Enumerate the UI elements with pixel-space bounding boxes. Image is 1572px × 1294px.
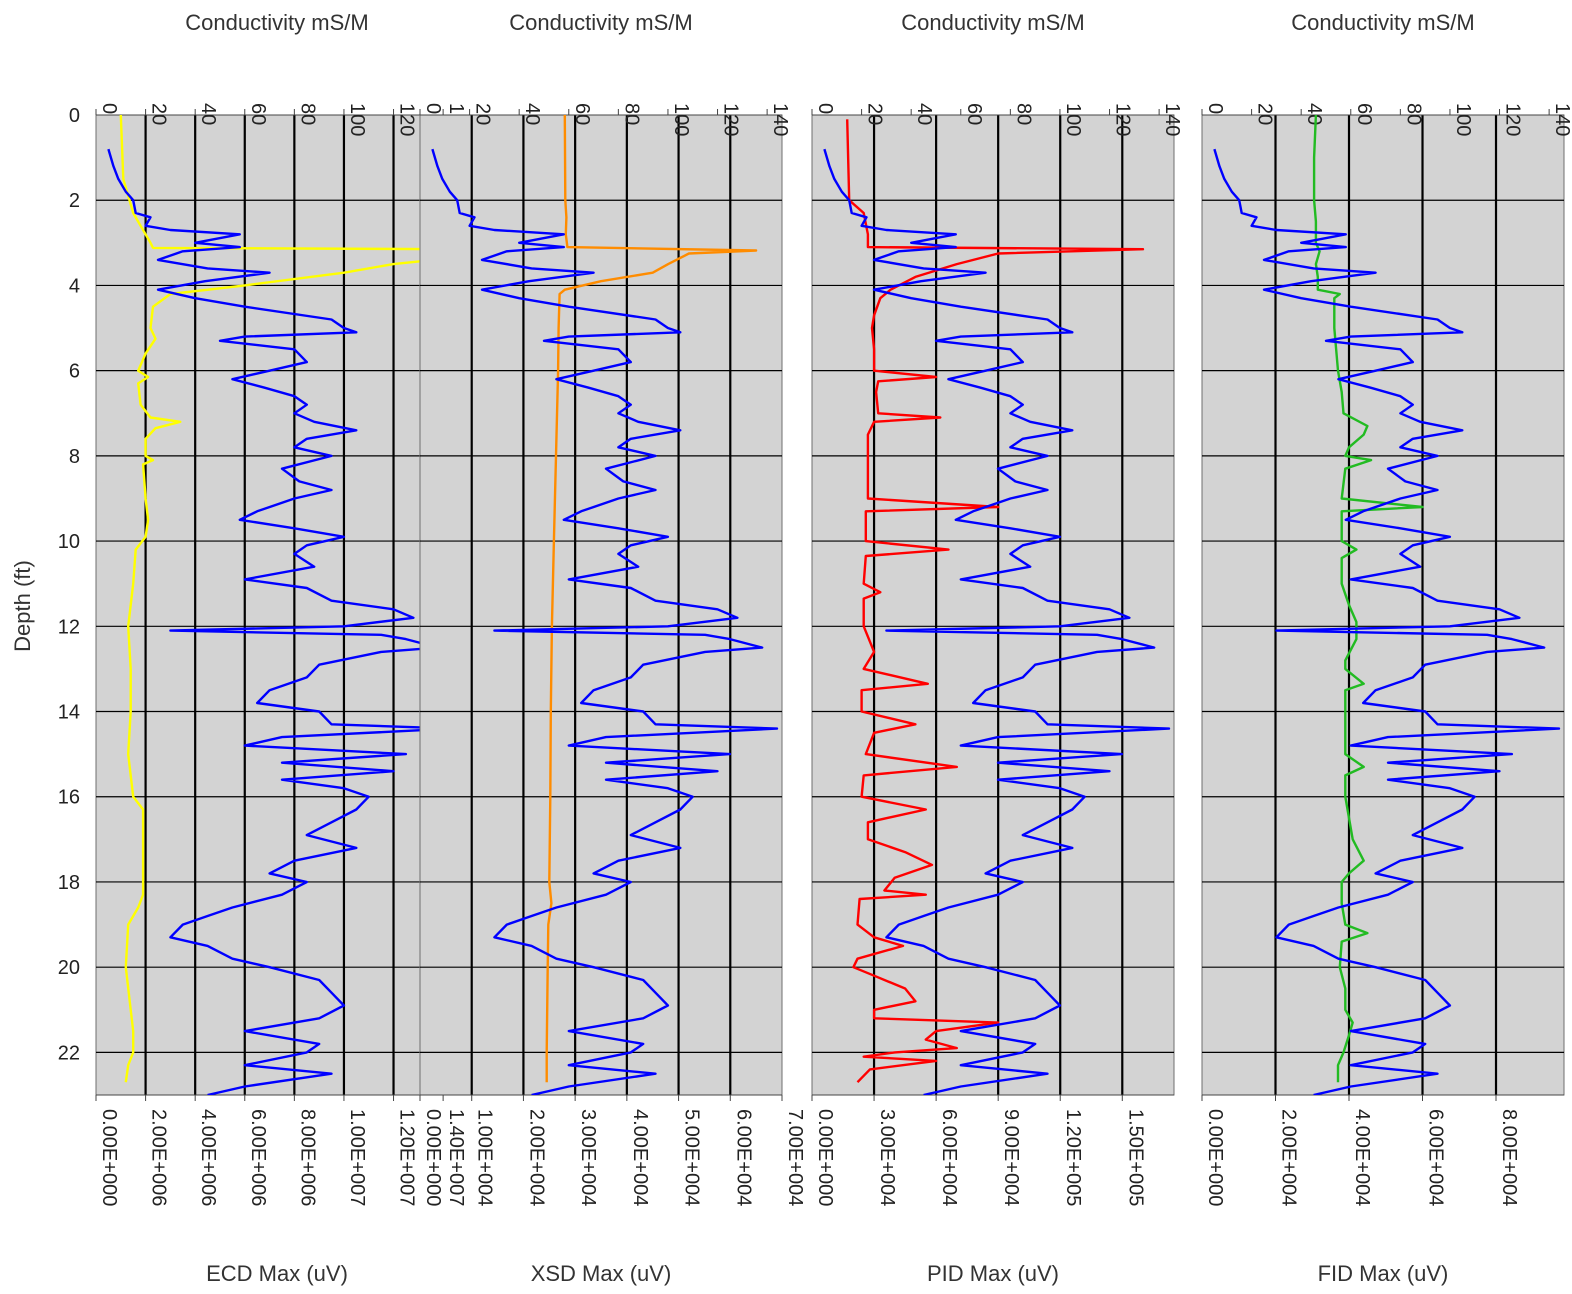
bottom-axis-title: ECD Max (uV): [206, 1261, 348, 1286]
bottom-axis-tick-label: 0.00E+000: [814, 1109, 836, 1206]
bottom-axis-tick-label: 2.00E+004: [525, 1109, 547, 1206]
top-axis-tick-label: 60: [1353, 103, 1375, 125]
chart-panel-fid: 0 20 40 60 80 100 120 140 Conductivity mS/M 0.00E…: [1201, 10, 1572, 1286]
top-axis-tick-label: 0: [1204, 103, 1226, 114]
bottom-axis-title: XSD Max (uV): [531, 1261, 672, 1286]
top-axis-tick-label: 20: [148, 103, 170, 125]
top-axis-tick-label: 100: [346, 103, 368, 136]
depth-tick-label: 2: [69, 190, 80, 212]
pid-series-line: [846, 119, 1145, 1084]
top-axis-title: Conductivity mS/M: [185, 10, 368, 35]
depth-tick-label: 4: [69, 275, 80, 297]
bottom-axis-tick-label: 4.00E+004: [1351, 1109, 1373, 1206]
plot-area: [811, 114, 1175, 1096]
ecd-series-line: [119, 115, 458, 1083]
bottom-axis-tick-label: 1.00E+004: [474, 1109, 496, 1206]
plot-area: [1201, 114, 1565, 1096]
top-axis-tick-label: 100: [670, 103, 692, 136]
depth-axis-label: Depth (ft): [10, 560, 35, 652]
top-axis-title: Conductivity mS/M: [1291, 10, 1474, 35]
bottom-axis-tick-label: 4.00E+006: [197, 1109, 219, 1206]
depth-tick-label: 20: [58, 957, 80, 979]
top-axis-tick-label: 120: [1502, 103, 1524, 136]
bottom-axis-tick-label: 4.00E+004: [629, 1109, 651, 1206]
top-axis-tick-label: 80: [1402, 103, 1424, 125]
bottom-axis-tick-label: 6.00E+004: [938, 1109, 960, 1206]
bottom-axis-tick-label: 8.00E+006: [296, 1109, 318, 1206]
plot-area: [95, 114, 459, 1096]
bottom-axis-title: FID Max (uV): [1318, 1261, 1449, 1286]
conductivity-series-line: [1213, 148, 1561, 1095]
top-axis-tick-label: 120: [1112, 103, 1134, 136]
top-axis-tick-label: 100: [1452, 103, 1474, 136]
conductivity-series-line: [431, 148, 779, 1095]
top-axis-tick-label: 0: [98, 103, 120, 114]
conductivity-series-line: [823, 148, 1171, 1095]
top-axis-tick-label: 40: [521, 103, 543, 125]
top-axis-tick-label: 80: [296, 103, 318, 125]
bottom-axis-tick-label: 6.00E+004: [1425, 1109, 1447, 1206]
bottom-axis-tick-label: 3.00E+004: [577, 1109, 599, 1206]
top-axis-tick-label: 140: [769, 103, 791, 136]
depth-tick-label: 18: [58, 872, 80, 894]
bottom-axis-tick-label: 1.00E+007: [346, 1109, 368, 1206]
top-axis-tick-label: 100: [1062, 103, 1084, 136]
bottom-axis-tick-label: 3.00E+004: [876, 1109, 898, 1206]
top-axis-tick-label: 140: [1551, 103, 1572, 136]
top-axis-tick-label: 80: [1012, 103, 1034, 125]
top-axis-tick-label: 20: [472, 103, 494, 125]
conductivity-series-line: [107, 148, 455, 1095]
top-axis-title: Conductivity mS/M: [509, 10, 692, 35]
top-axis-tick-label: 120: [396, 103, 418, 136]
top-axis-tick-label: 140: [1161, 103, 1183, 136]
top-axis-tick-label: 60: [963, 103, 985, 125]
top-axis-tick-label: 0: [814, 103, 836, 114]
bottom-axis-tick-label: 1.20E+005: [1062, 1109, 1084, 1206]
bottom-axis-title: PID Max (uV): [927, 1261, 1059, 1286]
xsd-series-line: [545, 115, 758, 1083]
top-axis-tick-label: 80: [620, 103, 642, 125]
bottom-axis-tick-label: 0.00E+000: [1204, 1109, 1226, 1206]
top-axis-tick-label: 40: [1303, 103, 1325, 125]
top-axis-tick-label: 120: [720, 103, 742, 136]
chart-panel-xsd: 0 20 40 60 80 100 120 140 Conductivity mS/M 0.00E…: [419, 10, 806, 1286]
depth-tick-label: 16: [58, 787, 80, 809]
depth-tick-label: 6: [69, 361, 80, 383]
bottom-axis-tick-label: 6.00E+004: [732, 1109, 754, 1206]
depth-tick-label: 8: [69, 446, 80, 468]
top-axis-tick-label: 0: [422, 103, 444, 114]
bottom-axis-tick-label: 5.00E+004: [681, 1109, 703, 1206]
bottom-axis-tick-label: 1.20E+007: [396, 1109, 418, 1206]
top-axis-tick-label: 40: [913, 103, 935, 125]
bottom-axis-tick-label: 0.00E+000: [98, 1109, 120, 1206]
bottom-axis-tick-label: 0.00E+000: [422, 1109, 444, 1206]
bottom-axis-tick-label: 6.00E+006: [247, 1109, 269, 1206]
depth-tick-label: 12: [58, 616, 80, 638]
top-axis-tick-label: 60: [247, 103, 269, 125]
top-axis-tick-label: 40: [197, 103, 219, 125]
top-axis-title: Conductivity mS/M: [901, 10, 1084, 35]
chart-panel-pid: 0 20 40 60 80 100 120 140 Conductivity mS/M 0.00E…: [811, 10, 1183, 1286]
bottom-axis-tick-label: 2.00E+004: [1278, 1109, 1300, 1206]
depth-tick-label: 0: [69, 105, 80, 127]
bottom-axis-tick-label: 7.00E+004: [784, 1109, 806, 1206]
bottom-axis-tick-label: 9.00E+004: [1000, 1109, 1022, 1206]
chart-panels: 0 20 40 60 80 100 120 140 Conductivity mS/M 0.00E…: [95, 10, 1572, 1286]
fid-series-line: [1312, 115, 1424, 1083]
plot-area: [419, 114, 783, 1096]
top-axis-tick-label: 60: [571, 103, 593, 125]
depth-tick-label: 22: [58, 1042, 80, 1064]
depth-tick-label: 10: [58, 531, 80, 553]
depth-axis-ticks: 0 2 4 6 8 10 12 14 16 18 20 22: [58, 105, 80, 1064]
top-axis-tick-label: 20: [864, 103, 886, 125]
bottom-axis-tick-label: 1.50E+005: [1124, 1109, 1146, 1206]
bottom-axis-tick-label: 1.40E+007: [445, 1109, 467, 1206]
bottom-axis-tick-label: 2.00E+006: [148, 1109, 170, 1206]
bottom-axis-tick-label: 8.00E+004: [1498, 1109, 1520, 1206]
top-axis-tick-label: 20: [1254, 103, 1276, 125]
depth-tick-label: 14: [58, 702, 80, 724]
